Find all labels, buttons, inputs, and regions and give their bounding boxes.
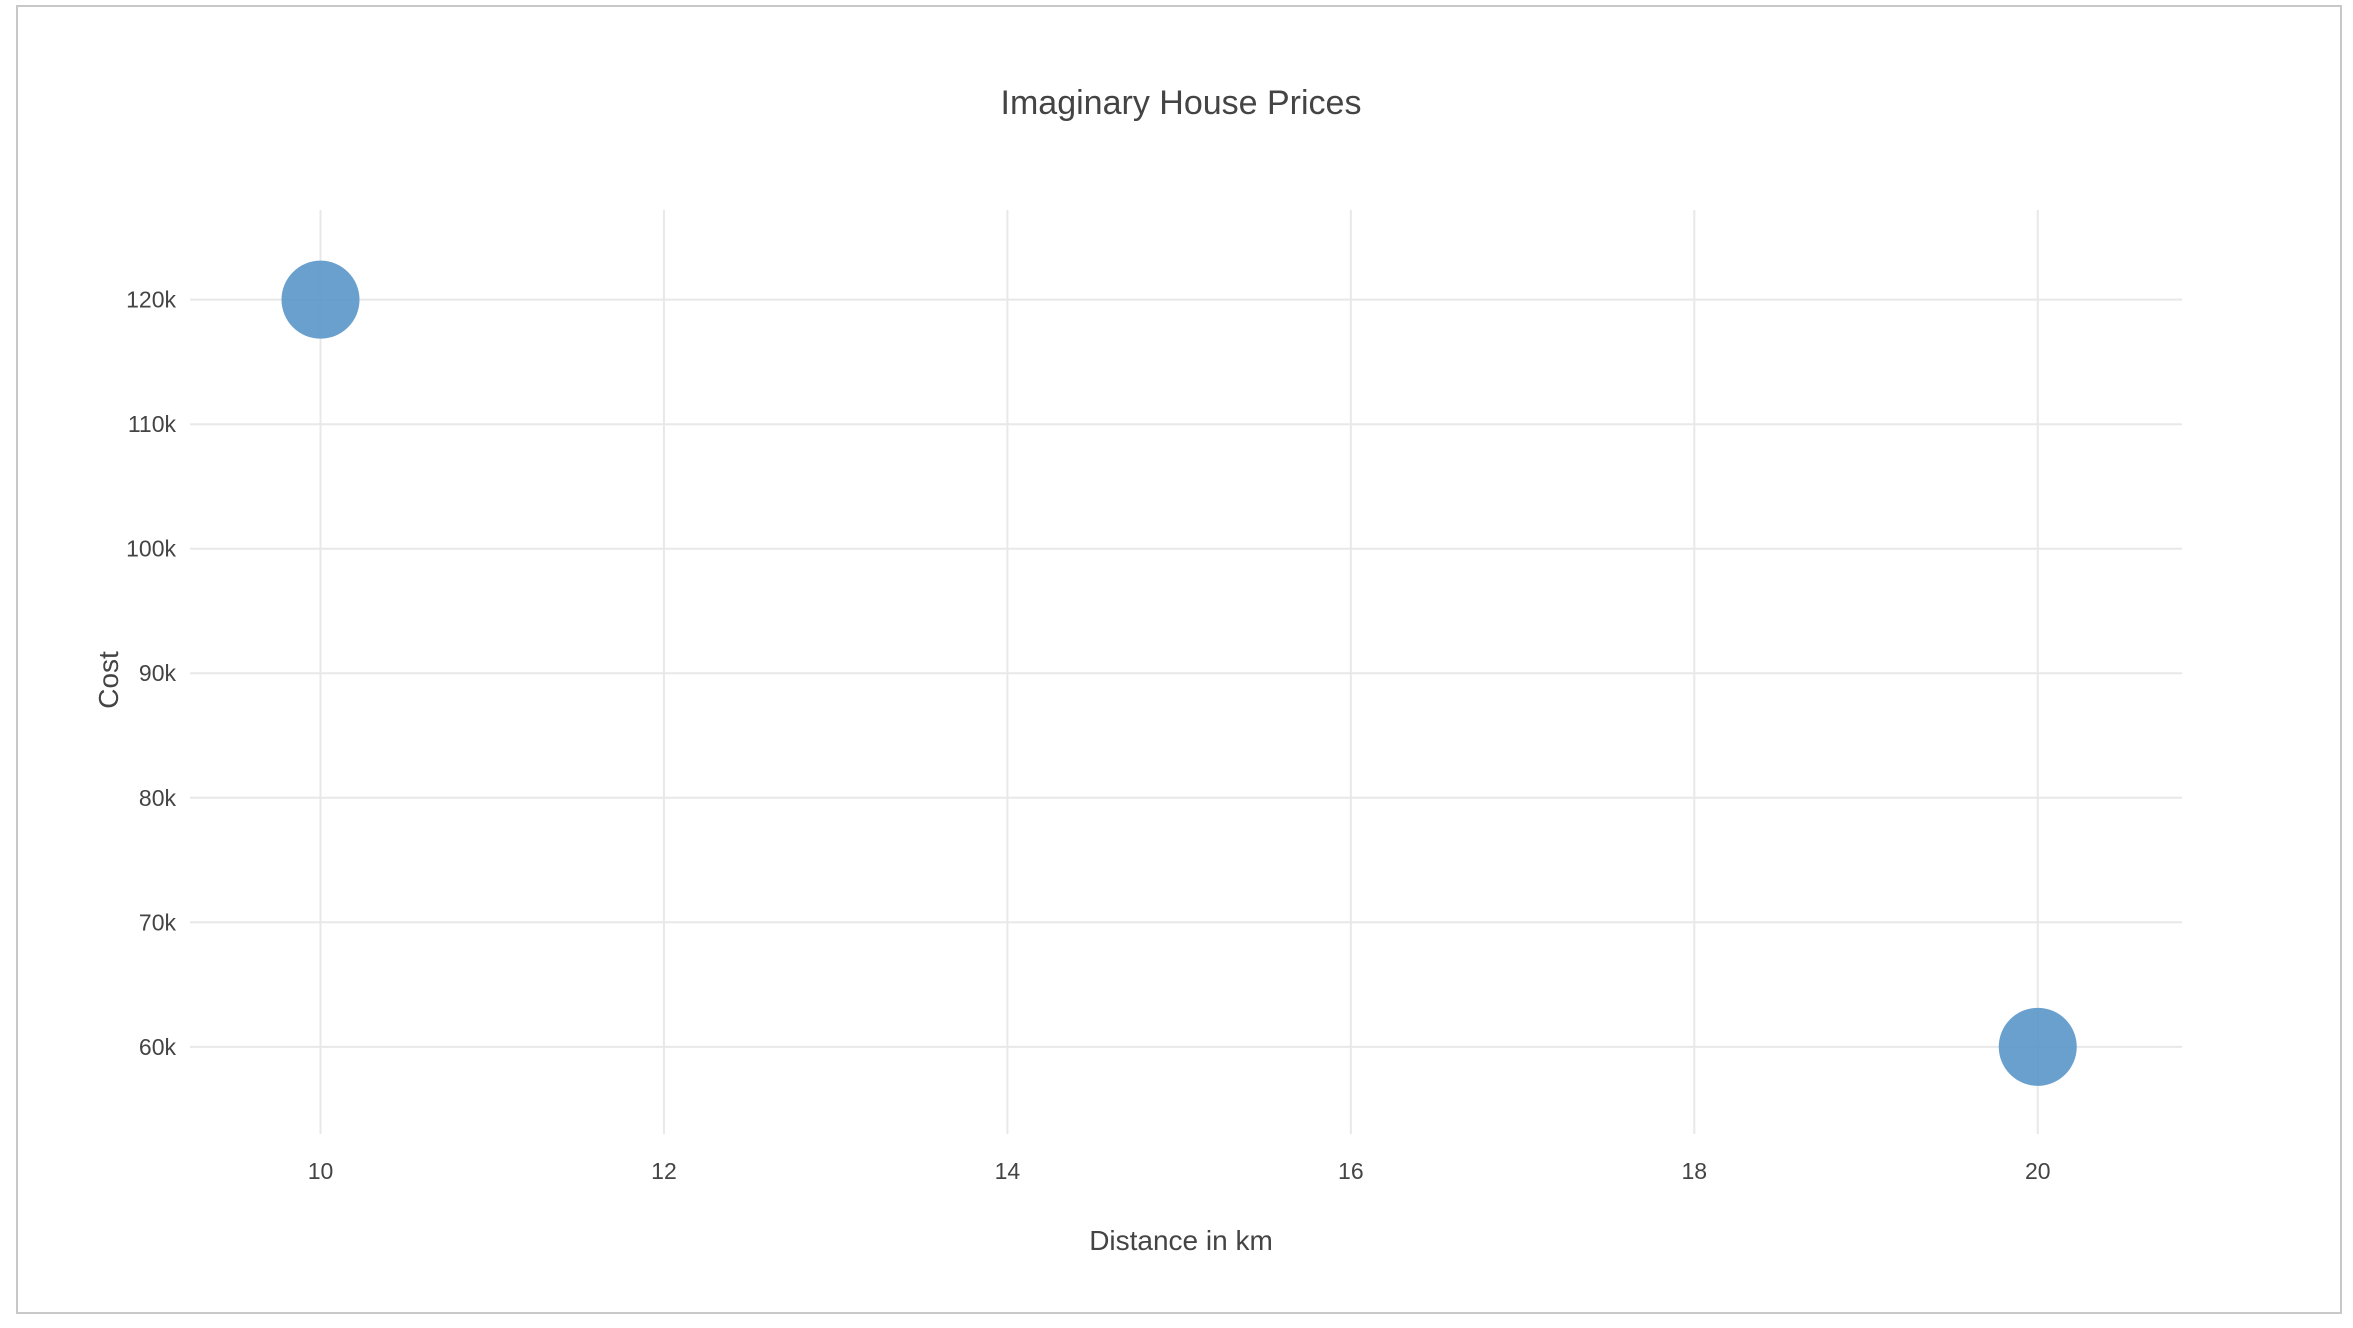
- y-tick-label: 120k: [126, 287, 176, 313]
- x-tick-label: 16: [1338, 1158, 1364, 1184]
- tick-layer: 10 12 14 16 18 20 60k 70k 80k 90k 100k 110k 120k: [126, 287, 2050, 1184]
- x-tick-label: 14: [995, 1158, 1021, 1184]
- chart-frame: 10 12 14 16 18 20 60k 70k 80k 90k 100k 110k 120k Ima…: [16, 5, 2342, 1314]
- y-tick-label: 100k: [126, 536, 176, 562]
- x-axis-title: Distance in km: [1089, 1225, 1273, 1256]
- y-tick-label: 60k: [139, 1034, 177, 1060]
- data-point[interactable]: [281, 260, 360, 339]
- point-layer: [281, 260, 2077, 1086]
- chart-title: Imaginary House Prices: [1001, 84, 1362, 122]
- y-axis-title: Cost: [93, 651, 124, 709]
- scatter-chart: 10 12 14 16 18 20 60k 70k 80k 90k 100k 110k 120k Ima…: [93, 84, 2182, 1256]
- y-tick-label: 70k: [139, 909, 177, 935]
- x-tick-label: 10: [308, 1158, 334, 1184]
- x-tick-label: 20: [2025, 1158, 2051, 1184]
- grid-layer: [190, 210, 2182, 1134]
- data-point[interactable]: [1998, 1007, 2077, 1086]
- x-tick-label: 12: [651, 1158, 677, 1184]
- x-tick-label: 18: [1682, 1158, 1708, 1184]
- y-tick-label: 80k: [139, 785, 177, 811]
- y-tick-label: 90k: [139, 660, 177, 686]
- y-tick-label: 110k: [128, 411, 177, 437]
